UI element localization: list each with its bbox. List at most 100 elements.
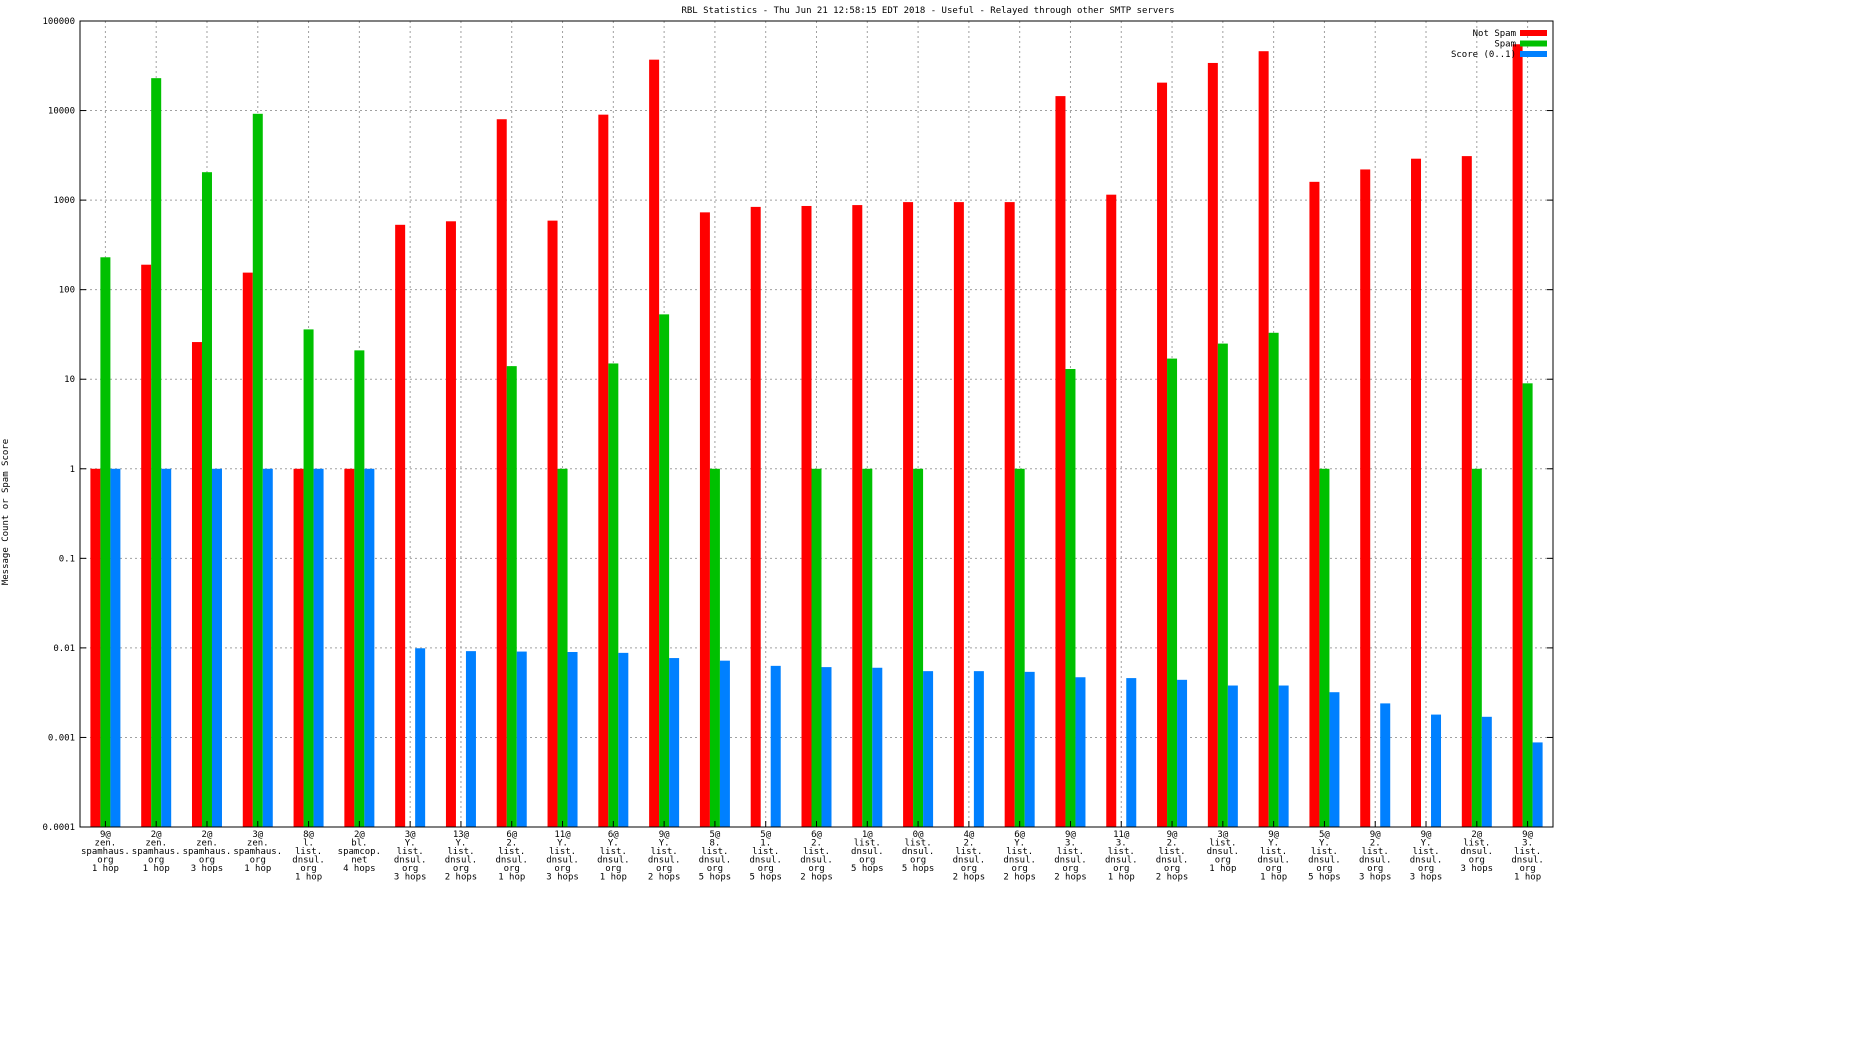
x-tick-label: 6@ 2. list. dnsul. org 1 hop bbox=[495, 830, 528, 883]
bar-spam bbox=[1167, 358, 1178, 827]
legend-label: Spam bbox=[1494, 40, 1516, 50]
bars bbox=[90, 44, 1543, 828]
bar-not-spam bbox=[953, 202, 964, 827]
y-tick-label: 100000 bbox=[42, 17, 75, 27]
bar-not-spam bbox=[649, 59, 660, 828]
x-tick-label: 1@ list. dnsul. org 5 hops bbox=[851, 830, 884, 874]
x-tick-label: 9@ 2. list. dnsul. org 2 hops bbox=[1156, 830, 1189, 883]
y-tick-label: 0.1 bbox=[59, 554, 75, 564]
x-tick-label: 3@ zen. spamhaus. org 1 hop bbox=[233, 830, 282, 874]
bar-spam bbox=[1471, 468, 1482, 827]
bar-score-0-1 bbox=[973, 671, 984, 827]
x-tick-label: 11@ Y. list. dnsul. org 3 hops bbox=[546, 830, 579, 883]
bar-score-0-1 bbox=[516, 651, 527, 827]
x-tick-label: 9@ 2. list. dnsul. org 3 hops bbox=[1359, 830, 1392, 883]
bar-not-spam bbox=[191, 342, 202, 827]
bar-score-0-1 bbox=[465, 651, 476, 827]
bar-score-0-1 bbox=[872, 667, 883, 827]
y-tick-label: 0.001 bbox=[48, 733, 75, 743]
bar-score-0-1 bbox=[1177, 679, 1188, 827]
bar-not-spam bbox=[395, 224, 406, 828]
x-tick-label: 2@ bl. spamcop. net 4 hops bbox=[338, 830, 381, 874]
y-tick-label: 0.01 bbox=[53, 644, 75, 654]
x-tick-label: 2@ list. dnsul. org 3 hops bbox=[1461, 830, 1494, 874]
bar-spam bbox=[913, 468, 924, 827]
bar-not-spam bbox=[1411, 158, 1422, 827]
bar-score-0-1 bbox=[1227, 685, 1238, 827]
bar-score-0-1 bbox=[719, 660, 730, 827]
legend-label: Score (0..1) bbox=[1451, 50, 1516, 60]
y-axis-ticks: 0.0001 0.001 0.01 0.1 1 10 100 1000 10000 100000 bbox=[42, 17, 1553, 833]
legend-label: Not Spam bbox=[1473, 29, 1516, 39]
x-tick-label: 8@ l. list. dnsul. org 1 hop bbox=[292, 830, 325, 883]
bar-not-spam bbox=[801, 205, 812, 827]
bar-not-spam bbox=[90, 468, 101, 827]
bar-spam bbox=[1217, 343, 1228, 827]
x-tick-label: 9@ Y. list. dnsul. org 2 hops bbox=[648, 830, 681, 883]
x-tick-label: 0@ list. dnsul. org 5 hops bbox=[902, 830, 935, 874]
x-tick-label: 9@ Y. list. dnsul. org 1 hop bbox=[1257, 830, 1290, 883]
bar-score-0-1 bbox=[1329, 692, 1340, 827]
bar-score-0-1 bbox=[1532, 742, 1543, 827]
x-tick-label: 13@ Y. list. dnsul. org 2 hops bbox=[445, 830, 478, 883]
bar-score-0-1 bbox=[821, 667, 832, 827]
bar-score-0-1 bbox=[1431, 714, 1442, 827]
bar-not-spam bbox=[1004, 202, 1015, 827]
bar-score-0-1 bbox=[1126, 678, 1137, 827]
bar-score-0-1 bbox=[770, 665, 781, 827]
bar-score-0-1 bbox=[211, 468, 222, 827]
x-tick-label: 6@ Y. list. dnsul. org 1 hop bbox=[597, 830, 630, 883]
legend-swatch bbox=[1520, 30, 1547, 36]
chart-title: RBL Statistics - Thu Jun 21 12:58:15 EDT… bbox=[681, 6, 1174, 16]
bar-score-0-1 bbox=[262, 468, 273, 827]
bar-score-0-1 bbox=[415, 648, 426, 827]
y-tick-label: 10 bbox=[64, 375, 75, 385]
x-tick-label: 5@ Y. list. dnsul. org 5 hops bbox=[1308, 830, 1341, 883]
bar-not-spam bbox=[852, 205, 863, 827]
bar-not-spam bbox=[445, 221, 456, 827]
x-tick-label: 2@ zen. spamhaus. org 1 hop bbox=[132, 830, 181, 874]
bar-spam bbox=[100, 257, 111, 827]
x-tick-label: 9@ 3. list. dnsul. org 2 hops bbox=[1054, 830, 1087, 883]
bar-not-spam bbox=[1258, 51, 1269, 828]
bar-spam bbox=[1522, 383, 1533, 827]
bar-not-spam bbox=[547, 220, 558, 828]
bar-not-spam bbox=[1461, 156, 1472, 828]
bar-score-0-1 bbox=[669, 658, 680, 827]
x-tick-label: 3@ list. dnsul. org 1 hop bbox=[1207, 830, 1240, 874]
bar-spam bbox=[659, 314, 670, 828]
bar-spam bbox=[252, 113, 263, 827]
x-tick-label: 4@ 2. list. dnsul. org 2 hops bbox=[953, 830, 986, 883]
bar-not-spam bbox=[1207, 62, 1218, 827]
y-axis-label: Message Count or Spam Score bbox=[1, 439, 11, 585]
bar-spam bbox=[1319, 468, 1330, 827]
bar-score-0-1 bbox=[1075, 677, 1086, 827]
bar-score-0-1 bbox=[1380, 703, 1391, 827]
bar-score-0-1 bbox=[923, 671, 934, 827]
y-tick-label: 100 bbox=[59, 286, 75, 296]
x-tick-label: 11@ 3. list. dnsul. org 1 hop bbox=[1105, 830, 1138, 883]
bar-spam bbox=[354, 350, 365, 827]
bar-not-spam bbox=[598, 114, 609, 828]
x-tick-label: 6@ 2. list. dnsul. org 2 hops bbox=[800, 830, 833, 883]
bar-spam bbox=[608, 363, 619, 827]
bar-not-spam bbox=[1055, 96, 1066, 828]
bar-not-spam bbox=[344, 468, 355, 827]
bar-score-0-1 bbox=[567, 651, 578, 827]
bar-spam bbox=[201, 172, 212, 827]
bar-spam bbox=[1014, 468, 1025, 827]
x-tick-label: 6@ Y. list. dnsul. org 2 hops bbox=[1003, 830, 1036, 883]
bar-spam bbox=[1065, 369, 1076, 827]
x-tick-label: 9@ zen. spamhaus. org 1 hop bbox=[81, 830, 130, 874]
x-tick-label: 5@ 1. list. dnsul. org 5 hops bbox=[749, 830, 782, 883]
bar-score-0-1 bbox=[1278, 685, 1289, 827]
bar-spam bbox=[557, 468, 568, 827]
bar-not-spam bbox=[699, 212, 710, 827]
x-tick-label: 5@ 8. list. dnsul. org 5 hops bbox=[699, 830, 732, 883]
x-tick-label: 9@ 3. list. dnsul. org 1 hop bbox=[1511, 830, 1544, 883]
bar-not-spam bbox=[1106, 194, 1117, 827]
y-tick-label: 0.0001 bbox=[42, 823, 75, 833]
